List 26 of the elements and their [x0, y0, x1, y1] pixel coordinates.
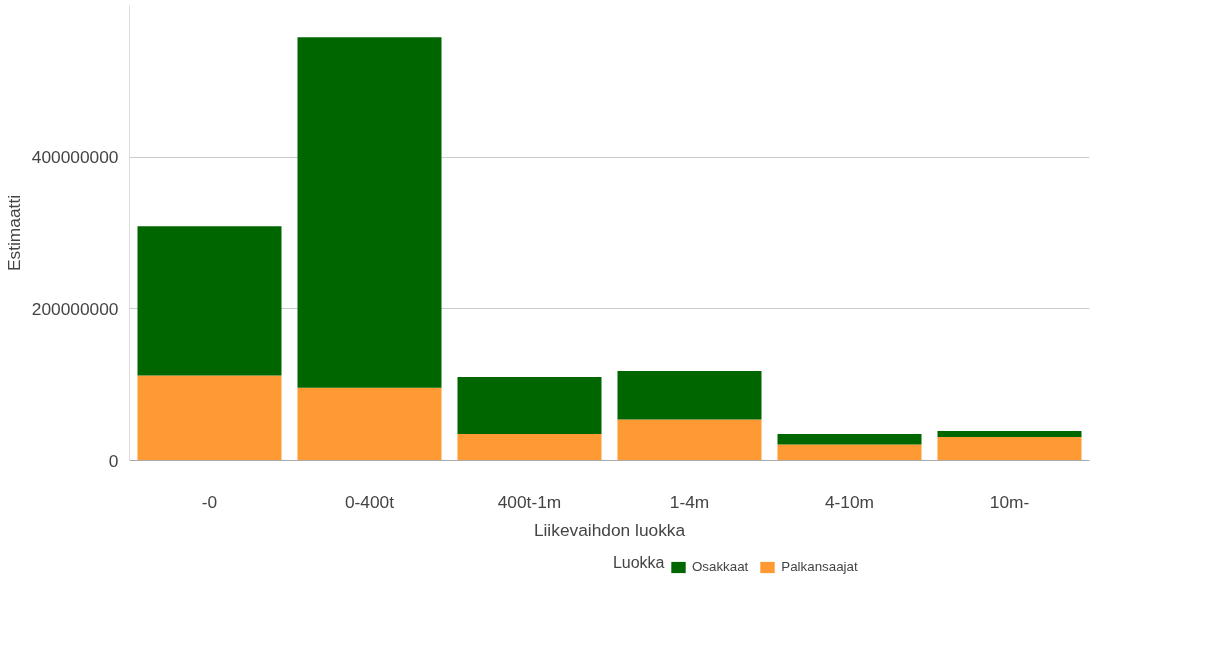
bar	[937, 430, 1082, 437]
legend-label: Osakkaat	[692, 559, 749, 574]
bar	[617, 371, 762, 420]
legend-title: Luokka	[612, 554, 665, 571]
bar	[297, 387, 442, 461]
y-tick-label: 0	[108, 450, 119, 471]
bar	[777, 433, 922, 445]
x-tick-label: 400t-1m	[497, 491, 562, 512]
x-axis-title: Liikevaihdon luokka	[533, 519, 686, 540]
x-tick-label: -0	[201, 491, 218, 512]
bar	[937, 436, 1082, 461]
bar	[617, 419, 762, 461]
bar	[137, 375, 282, 461]
bar	[457, 377, 602, 434]
x-tick-label: 4-10m	[824, 491, 875, 512]
y-axis-title: Estimaatti	[3, 194, 24, 272]
bar	[137, 226, 282, 376]
x-tick-label: 1-4m	[669, 491, 710, 512]
y-tick-label: 200000000	[31, 298, 119, 319]
x-tick-label: 0-400t	[344, 491, 395, 512]
x-tick-label: 10m-	[989, 491, 1030, 512]
legend-label: Palkansaajat	[781, 559, 858, 574]
y-tick-label: 400000000	[31, 147, 119, 168]
bar	[457, 433, 602, 461]
bar	[297, 37, 442, 388]
bar	[777, 444, 922, 461]
